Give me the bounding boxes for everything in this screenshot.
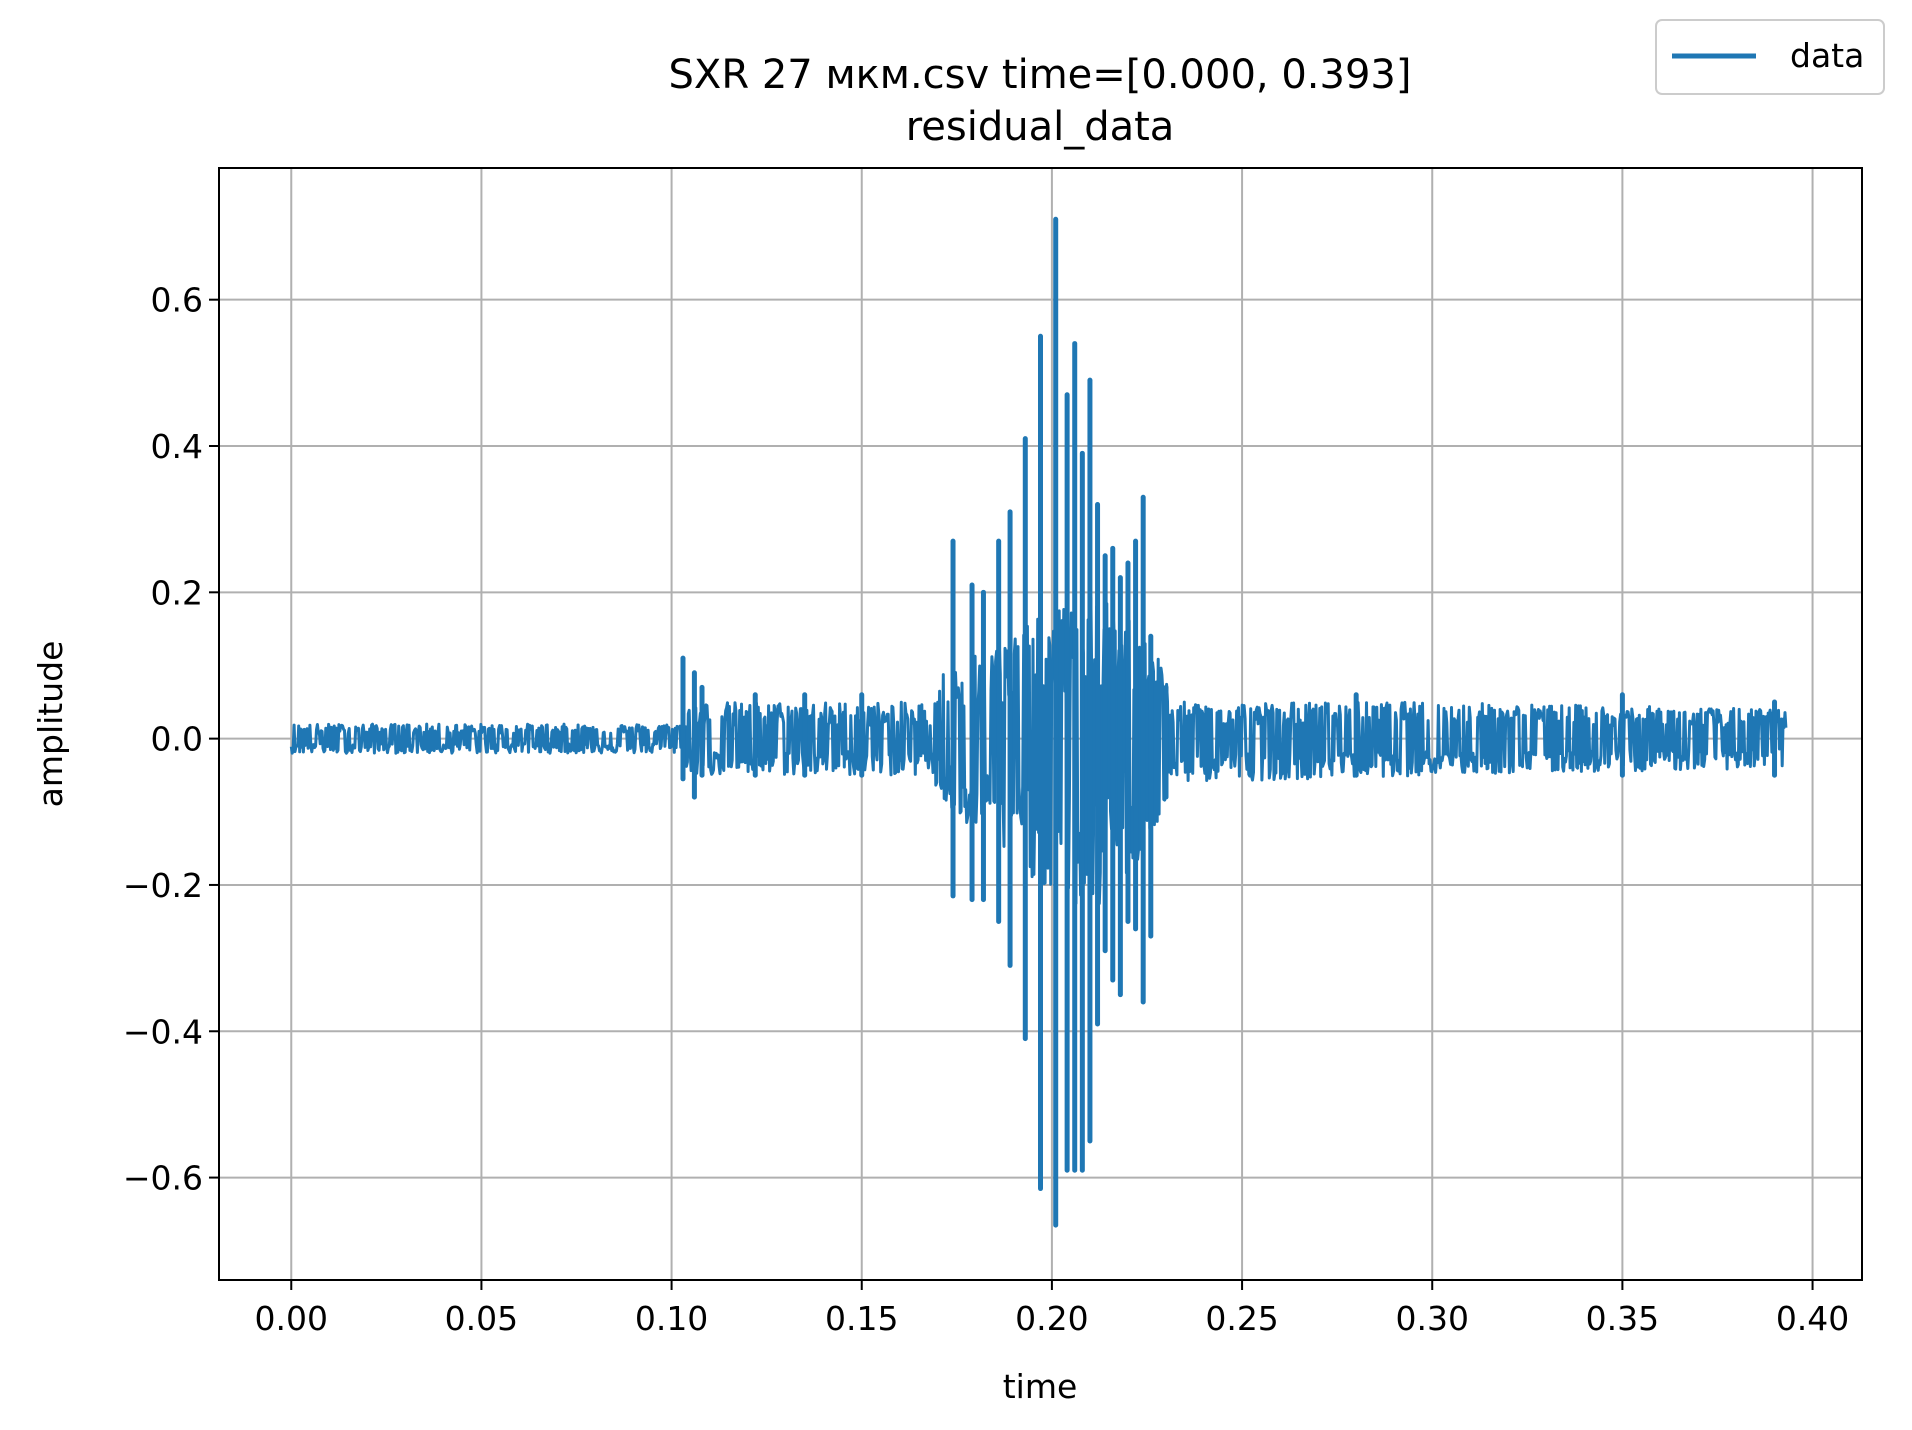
x-tick-label: 0.15	[825, 1299, 898, 1338]
legend: data	[1655, 19, 1885, 95]
y-tick-label: 0.4	[151, 427, 203, 466]
y-tick-label: 0.0	[151, 720, 203, 759]
x-tick-label: 0.00	[255, 1299, 328, 1338]
y-axis-label: amplitude	[31, 641, 70, 808]
y-axis: 0.6 0.4 0.2 0.0 −0.2 −0.4 −0.6	[123, 281, 219, 1198]
x-tick-label: 0.10	[635, 1299, 708, 1338]
legend-box	[1655, 19, 1885, 95]
x-tick-label: 0.20	[1015, 1299, 1088, 1338]
x-tick-label: 0.35	[1586, 1299, 1659, 1338]
chart-title: SXR 27 мкм.csv time=[0.000, 0.393]	[669, 52, 1412, 98]
chart-subtitle: residual_data	[906, 104, 1175, 150]
y-tick-label: −0.6	[123, 1159, 203, 1198]
plot-area	[218, 167, 1863, 1281]
x-tick-label: 0.30	[1395, 1299, 1468, 1338]
y-tick-label: 0.6	[151, 281, 203, 320]
x-axis-label: time	[1003, 1367, 1078, 1406]
data-series	[289, 216, 1788, 1228]
y-tick-label: −0.2	[123, 866, 203, 905]
x-tick-label: 0.40	[1776, 1299, 1849, 1338]
x-tick-label: 0.25	[1205, 1299, 1278, 1338]
y-tick-label: 0.2	[151, 573, 203, 612]
legend-label-data: data	[1790, 36, 1864, 75]
y-tick-label: −0.4	[123, 1012, 203, 1051]
x-tick-label: 0.05	[445, 1299, 518, 1338]
x-axis: 0.00 0.05 0.10 0.15 0.20 0.25 0.30 0.35 0.40	[255, 1280, 1849, 1338]
